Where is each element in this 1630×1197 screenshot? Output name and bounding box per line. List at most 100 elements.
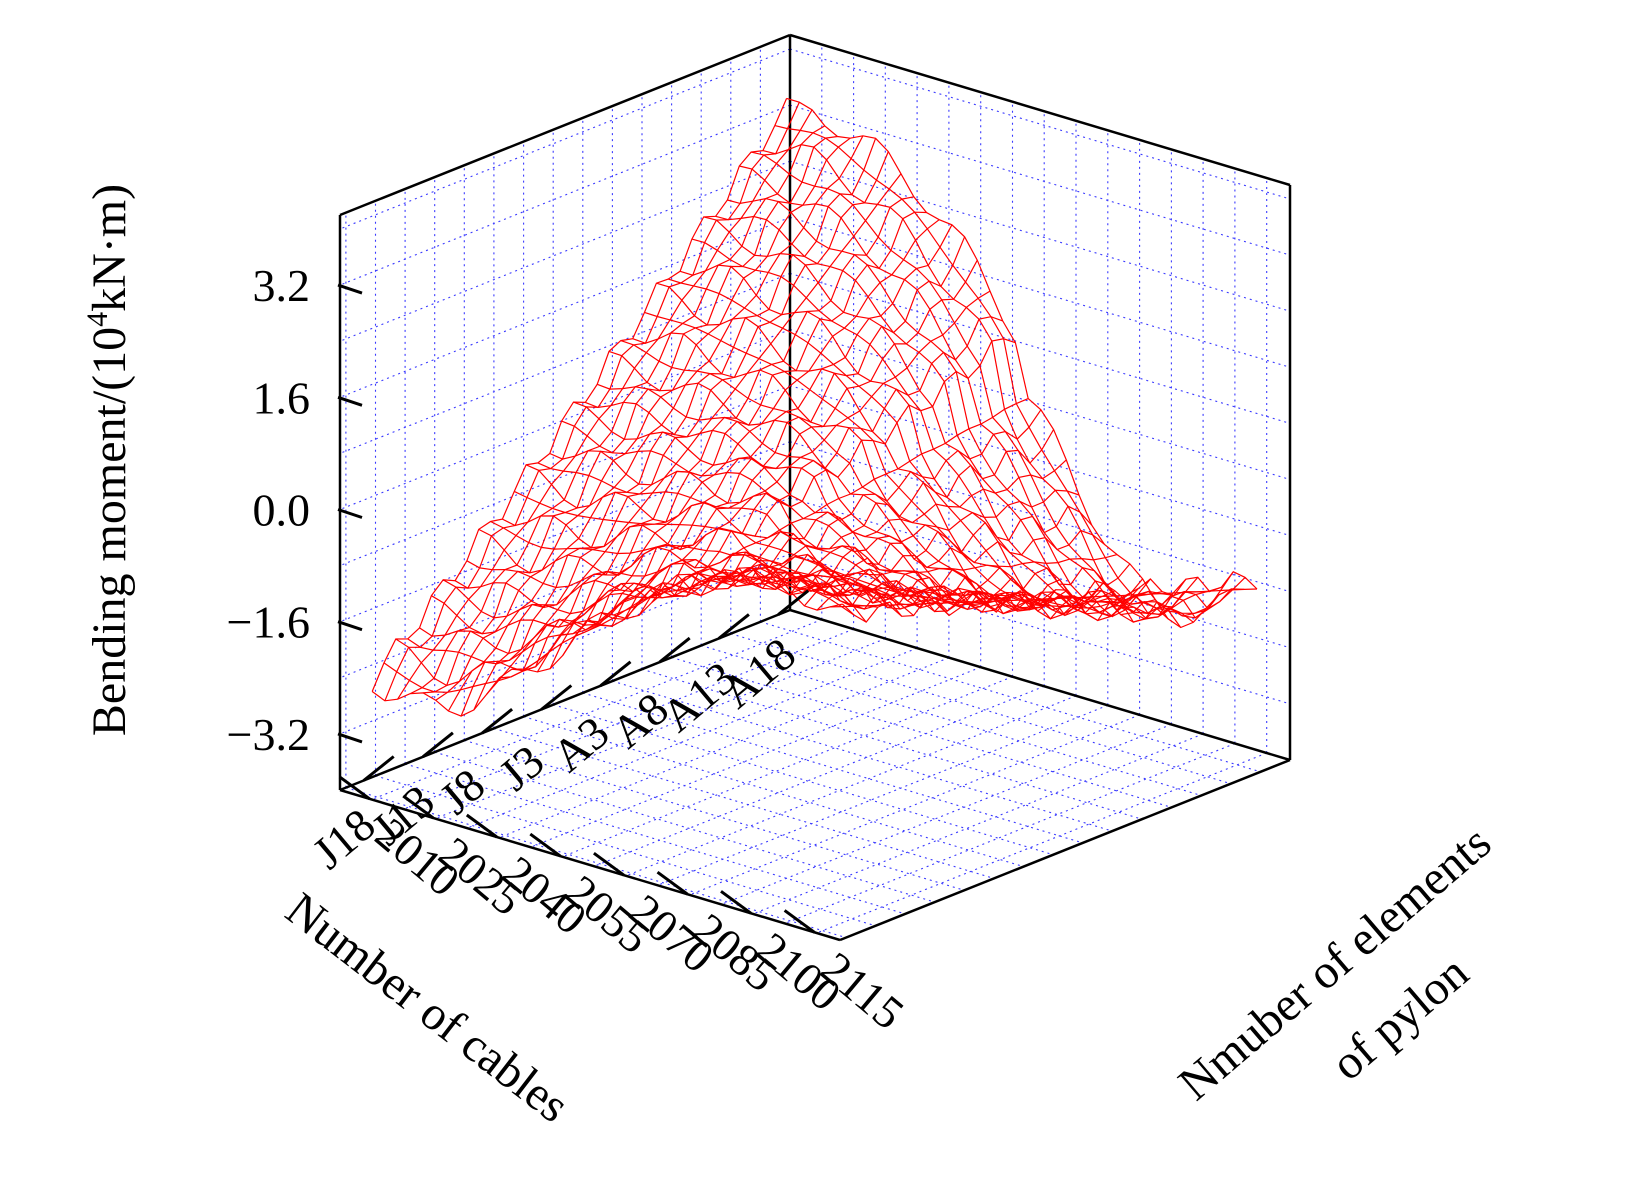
frame-edge	[789, 33, 1291, 187]
element-tick	[529, 832, 562, 858]
z-tick-label: 1.6	[253, 372, 311, 423]
grid-line-wall-z1	[339, 48, 791, 230]
cable-tick	[540, 684, 573, 711]
surface-line-element	[422, 135, 838, 694]
element-tick	[338, 775, 371, 801]
grid-line-wall-z2	[789, 104, 1291, 256]
surface-line-cable	[573, 401, 1045, 611]
element-tick	[720, 890, 752, 915]
grid-line-floor-b	[721, 723, 1172, 905]
surface-line-cable	[514, 490, 985, 605]
axes-frame	[338, 33, 1292, 942]
element-tick	[402, 794, 435, 820]
surface-line-cable	[715, 215, 1187, 614]
element-tick	[593, 851, 625, 877]
surface-line-element	[511, 211, 927, 672]
surface-line-cable	[585, 401, 1057, 612]
surface-line-element	[588, 316, 1003, 627]
cable-tick	[481, 708, 514, 735]
grid-line-floor-b	[530, 666, 981, 848]
grid-line-floor-b	[625, 695, 1077, 877]
grid-line-floor-b	[435, 638, 886, 820]
z-tick	[337, 732, 363, 744]
frame-edge	[339, 33, 791, 217]
grid-line-wall-z1	[339, 160, 791, 342]
grid-line-wall-z1	[339, 441, 791, 623]
surface-line-element	[664, 489, 1080, 593]
grid-line-wall-z1	[339, 216, 791, 398]
surface-line-element	[536, 224, 953, 673]
surface-line-element	[384, 101, 800, 702]
surface-line-cable	[656, 282, 1127, 620]
grid-line-wall-z1	[339, 385, 791, 567]
cable-tick	[717, 613, 750, 640]
grid-line-floor-b	[498, 657, 950, 839]
z-tick	[337, 508, 363, 519]
grid-line-wall-z2	[789, 48, 1291, 200]
grid-line-wall-z2	[789, 385, 1291, 537]
x-axis-title: Number of cables	[276, 883, 579, 1133]
surface-line-element	[803, 582, 1220, 619]
surface-line-cable	[525, 464, 997, 613]
grid-line-wall-z2	[789, 553, 1291, 705]
surface-line-element	[816, 588, 1232, 612]
element-tick-label: 2115	[812, 942, 914, 1039]
grid-line-floor-b	[593, 685, 1045, 867]
surface-line-element	[473, 151, 889, 711]
surface-line-element	[435, 137, 851, 701]
cable-tick	[362, 755, 395, 782]
surface-line-element	[791, 585, 1207, 617]
surface-line-element	[562, 259, 978, 656]
element-tick	[656, 870, 689, 896]
surface-line-element	[638, 429, 1055, 616]
z-tick	[337, 620, 363, 632]
surface-line-element	[613, 398, 1029, 616]
grid-line-floor-b	[371, 618, 823, 801]
grid-line-floor-b	[562, 676, 1013, 858]
z-tick-label: 0.0	[253, 485, 311, 536]
surface-mesh	[371, 97, 1258, 717]
surface-line-element	[524, 219, 940, 670]
grid-line-floor-b	[657, 704, 1109, 886]
z-tick	[337, 283, 363, 295]
surface-line-element	[689, 529, 1105, 591]
cable-tick	[599, 660, 632, 687]
cable-tick	[658, 636, 691, 664]
surface-line-element	[486, 173, 902, 695]
surface-line-cable	[691, 238, 1163, 615]
grid-line-wall-z1	[339, 553, 791, 735]
grid-line-floor-b	[784, 742, 1236, 925]
frame-edge	[839, 758, 1291, 942]
grid-line-wall-z2	[789, 441, 1291, 593]
grid-line-floor-b	[466, 647, 918, 829]
surface-line-cable	[549, 450, 1021, 613]
z-tick-label: −3.2	[227, 709, 310, 760]
grid-line-floor-b	[816, 752, 1267, 934]
grid-line-wall-z1	[339, 104, 791, 286]
surface-line-element	[460, 138, 877, 717]
surface-line-element	[397, 109, 813, 700]
frame-edge	[339, 788, 841, 942]
grid-line-floor-b	[752, 733, 1204, 915]
surface-line-cable	[668, 278, 1139, 609]
axis-ticks	[337, 283, 816, 934]
z-axis-title: Bending moment/(104kN·m)	[81, 184, 136, 736]
grid-line-wall-z2	[789, 160, 1291, 312]
surface-line-cable	[739, 165, 1210, 623]
surface-line-cable	[537, 462, 1009, 605]
surface-line-cable	[632, 332, 1104, 617]
surface-line-cable	[383, 574, 855, 693]
surface-line-element	[410, 125, 826, 695]
surface-line-element	[765, 567, 1182, 628]
surface-line-element	[371, 98, 788, 692]
cable-tick	[421, 731, 454, 758]
surface-line-element	[651, 459, 1067, 603]
grid-line-wall-z1	[339, 272, 791, 454]
surface-line-cable	[371, 567, 843, 717]
z-tick	[337, 395, 363, 407]
surface-line-element	[549, 236, 966, 669]
frame-edge	[339, 608, 791, 792]
grid-line-floor-a	[730, 633, 1231, 785]
grid-line-floor-b	[689, 714, 1140, 896]
surface-line-cable	[454, 562, 926, 610]
